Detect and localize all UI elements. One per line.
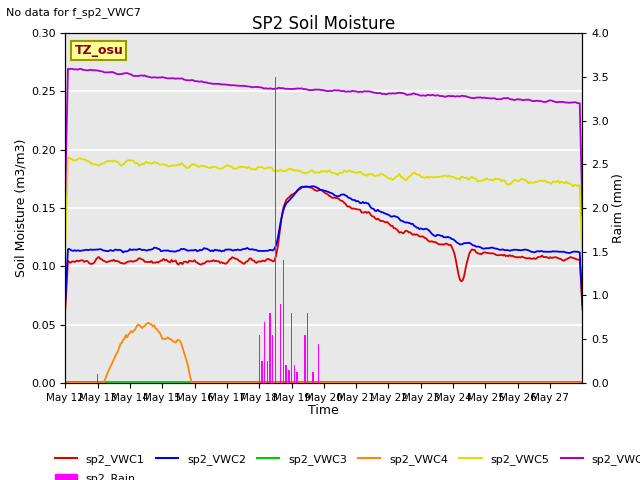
Text: TZ_osu: TZ_osu — [74, 44, 124, 57]
Bar — [307, 313, 308, 383]
Bar — [280, 304, 282, 383]
Bar — [304, 335, 306, 383]
Bar — [97, 374, 99, 383]
Bar — [259, 335, 260, 383]
Bar — [269, 313, 271, 383]
Y-axis label: Soil Moisture (m3/m3): Soil Moisture (m3/m3) — [15, 139, 28, 277]
Legend: sp2_Rain: sp2_Rain — [51, 469, 141, 480]
Bar — [288, 370, 289, 383]
Title: SP2 Soil Moisture: SP2 Soil Moisture — [252, 15, 396, 33]
Bar — [312, 372, 314, 383]
Bar — [285, 365, 287, 383]
Bar — [296, 372, 298, 383]
Bar — [318, 344, 319, 383]
Bar — [267, 361, 268, 383]
Bar — [291, 313, 292, 383]
Bar — [264, 322, 265, 383]
X-axis label: Time: Time — [308, 404, 339, 417]
Text: No data for f_sp2_VWC7: No data for f_sp2_VWC7 — [6, 7, 141, 18]
Bar — [283, 261, 284, 383]
Y-axis label: Raim (mm): Raim (mm) — [612, 173, 625, 243]
Bar — [275, 77, 276, 383]
Legend: sp2_VWC1, sp2_VWC2, sp2_VWC3, sp2_VWC4, sp2_VWC5, sp2_VWC6: sp2_VWC1, sp2_VWC2, sp2_VWC3, sp2_VWC4, … — [51, 450, 640, 469]
Bar — [261, 361, 262, 383]
Bar — [294, 365, 295, 383]
Bar — [272, 335, 273, 383]
